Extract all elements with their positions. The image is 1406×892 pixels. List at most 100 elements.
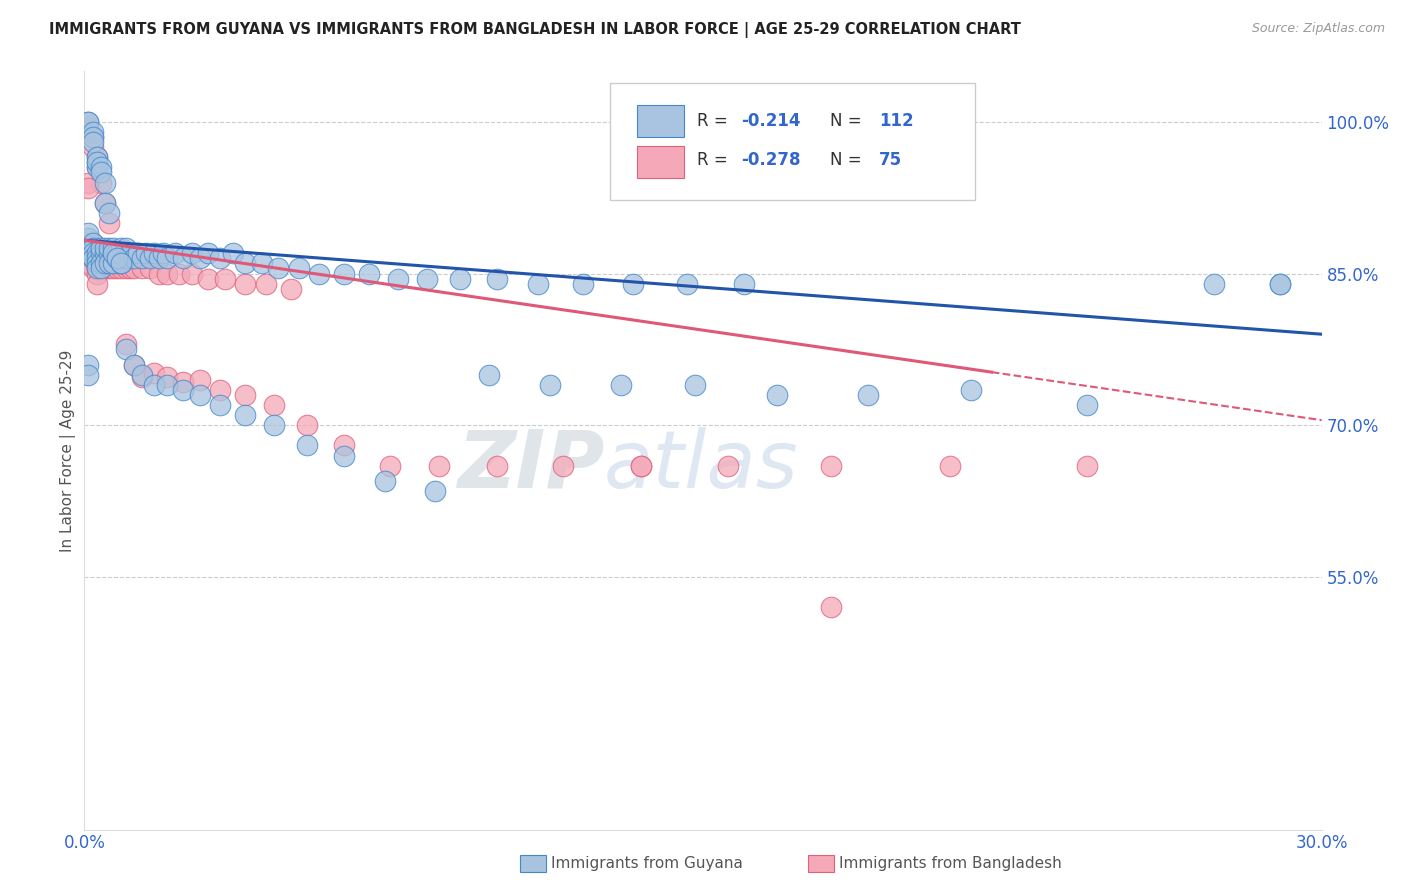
Point: [82, 236, 104, 251]
Point: [423, 483, 446, 498]
Point: [135, 246, 157, 260]
Point: [143, 377, 166, 392]
Point: [77, 358, 100, 372]
Point: [98, 216, 121, 230]
Point: [131, 261, 153, 276]
Point: [143, 366, 166, 380]
Point: [118, 261, 141, 276]
Point: [114, 261, 136, 276]
Point: [122, 358, 145, 372]
Point: [295, 418, 318, 433]
Point: [90, 256, 112, 270]
Point: [86, 155, 108, 169]
Point: [538, 377, 561, 392]
Point: [90, 246, 112, 260]
Point: [233, 256, 256, 270]
Point: [188, 388, 211, 402]
Point: [86, 150, 108, 164]
Text: ZIP: ZIP: [457, 426, 605, 505]
Y-axis label: In Labor Force | Age 25-29: In Labor Force | Age 25-29: [60, 350, 76, 551]
Point: [94, 261, 117, 276]
Point: [77, 176, 100, 190]
Point: [820, 458, 842, 473]
Point: [86, 252, 108, 266]
Text: 75: 75: [879, 151, 901, 169]
Point: [82, 252, 104, 266]
Point: [172, 383, 194, 397]
Point: [103, 241, 125, 255]
Point: [110, 261, 132, 276]
Point: [180, 246, 202, 260]
Point: [172, 375, 194, 389]
Point: [82, 252, 104, 266]
Point: [156, 267, 179, 281]
Point: [820, 600, 842, 615]
Point: [77, 241, 100, 255]
Point: [82, 241, 104, 255]
Point: [98, 256, 121, 270]
Point: [90, 161, 112, 175]
Point: [82, 246, 104, 260]
Point: [267, 261, 290, 276]
Point: [308, 267, 330, 281]
Point: [621, 277, 644, 291]
Point: [288, 261, 311, 276]
Point: [94, 246, 117, 260]
Point: [551, 458, 574, 473]
Point: [1270, 277, 1292, 291]
Point: [98, 246, 121, 260]
Point: [152, 246, 174, 260]
Point: [90, 261, 112, 276]
Point: [143, 246, 166, 260]
Point: [86, 150, 108, 164]
Point: [103, 256, 125, 270]
Point: [630, 458, 652, 473]
Point: [415, 271, 437, 285]
Point: [609, 377, 631, 392]
Point: [683, 377, 706, 392]
Point: [477, 368, 499, 382]
Point: [1270, 277, 1292, 291]
Point: [114, 343, 136, 357]
Point: [1076, 398, 1098, 412]
Point: [139, 252, 162, 266]
Point: [105, 256, 128, 270]
Point: [90, 241, 112, 255]
Point: [105, 261, 128, 276]
Point: [82, 252, 104, 266]
Point: [148, 267, 170, 281]
Point: [82, 241, 104, 255]
Point: [77, 256, 100, 270]
Point: [77, 180, 100, 194]
Point: [94, 241, 117, 255]
Point: [856, 388, 879, 402]
Point: [105, 246, 128, 260]
Text: Immigrants from Bangladesh: Immigrants from Bangladesh: [839, 856, 1062, 871]
Point: [250, 256, 273, 270]
Text: -0.278: -0.278: [741, 151, 801, 169]
Point: [1076, 458, 1098, 473]
Text: IMMIGRANTS FROM GUYANA VS IMMIGRANTS FROM BANGLADESH IN LABOR FORCE | AGE 25-29 : IMMIGRANTS FROM GUYANA VS IMMIGRANTS FRO…: [49, 22, 1021, 38]
Point: [82, 130, 104, 145]
Text: 112: 112: [879, 112, 914, 129]
Point: [77, 368, 100, 382]
Point: [86, 267, 108, 281]
Text: R =: R =: [697, 112, 733, 129]
Point: [387, 271, 409, 285]
Point: [86, 155, 108, 169]
Text: N =: N =: [831, 151, 868, 169]
Bar: [637, 105, 685, 137]
Text: atlas: atlas: [605, 426, 799, 505]
Point: [98, 206, 121, 220]
Point: [1204, 277, 1226, 291]
Text: Immigrants from Guyana: Immigrants from Guyana: [551, 856, 742, 871]
Point: [180, 267, 202, 281]
Point: [122, 252, 145, 266]
Point: [103, 256, 125, 270]
Point: [254, 277, 277, 291]
Point: [572, 277, 595, 291]
Point: [82, 246, 104, 260]
Point: [156, 369, 179, 384]
Point: [77, 241, 100, 255]
Point: [295, 438, 318, 452]
